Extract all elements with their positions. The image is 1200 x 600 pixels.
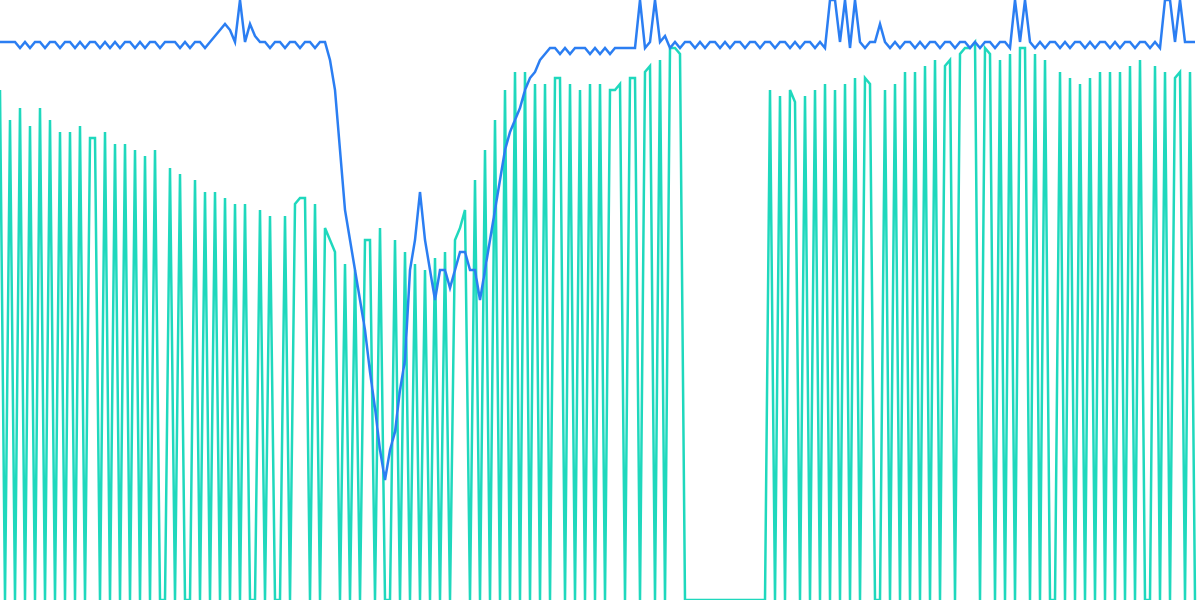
- timeseries-chart: [0, 0, 1200, 600]
- series-line-series-teal: [0, 42, 1195, 600]
